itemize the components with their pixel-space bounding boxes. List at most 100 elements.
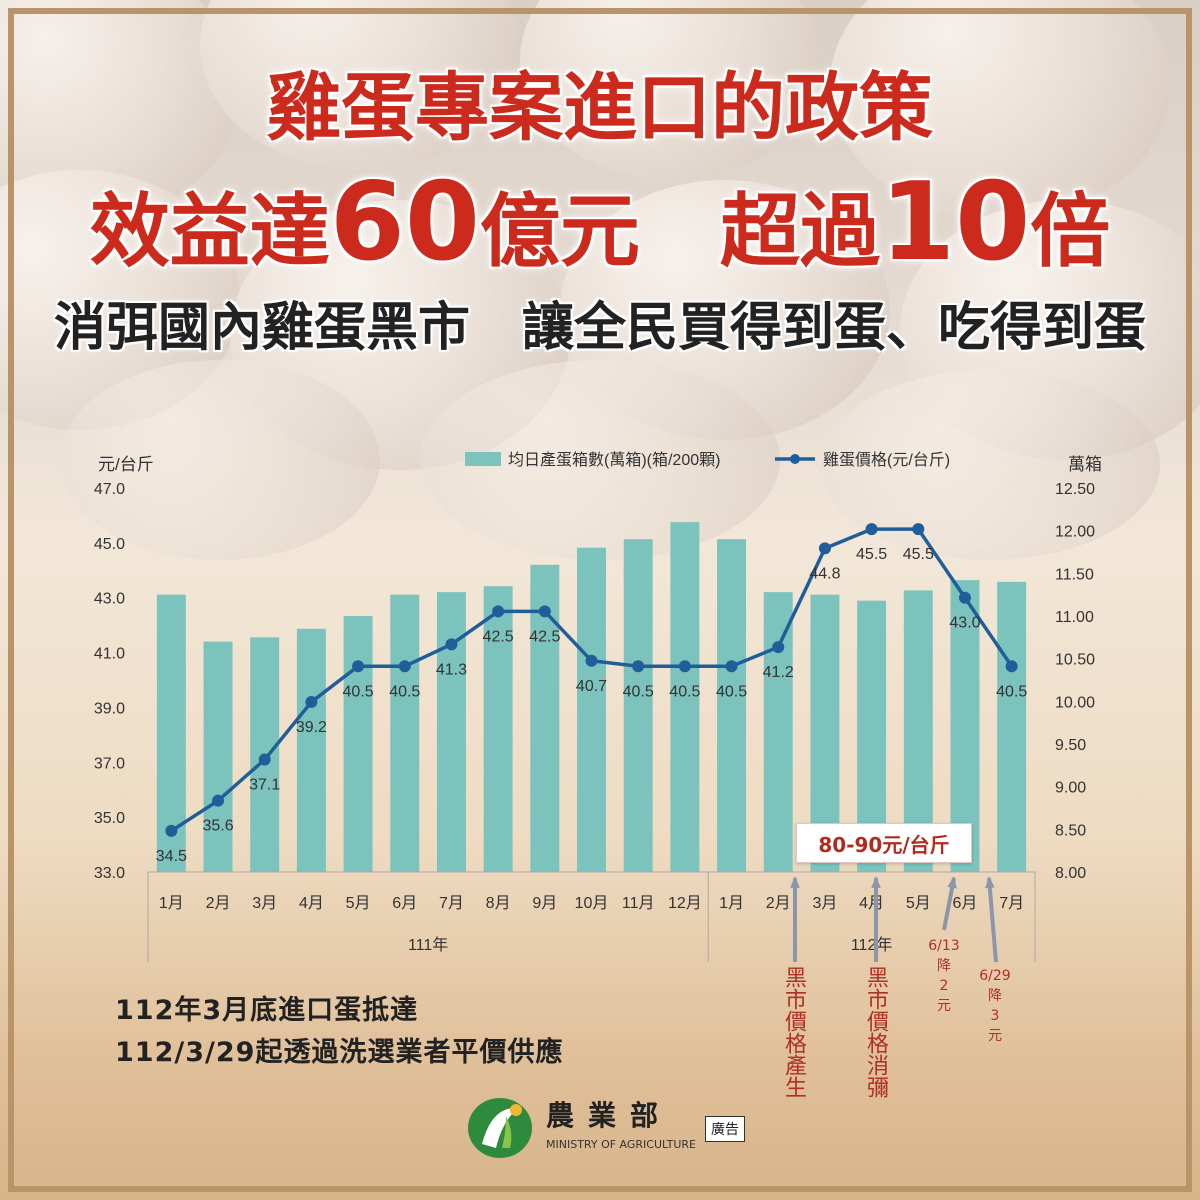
price-point-14: [772, 641, 785, 654]
price-point-12: [678, 660, 691, 673]
right-axis-tick: 8.50: [1055, 822, 1086, 839]
price-data-label: 40.5: [716, 683, 747, 700]
right-axis-tick: 11.00: [1055, 609, 1094, 626]
x-tick-label: 6月: [953, 895, 978, 912]
price-data-label: 42.5: [529, 628, 560, 645]
price-data-label: 45.5: [903, 546, 934, 563]
price-data-label: 45.5: [856, 546, 887, 563]
legend-bar-label: 均日產蛋箱數(萬箱)(箱/200顆): [508, 451, 720, 469]
x-tick-label: 2月: [206, 895, 231, 912]
headline-line1: 雞蛋專案進口的政策: [267, 65, 933, 151]
right-axis-tick: 12.50: [1055, 481, 1095, 498]
price-point-4: [305, 695, 318, 708]
price-point-11: [632, 660, 645, 673]
left-axis-tick: 45.0: [94, 536, 125, 553]
drop-1-unit: 元: [937, 998, 951, 1014]
price-data-label: 43.0: [949, 615, 980, 632]
x-tick-label: 9月: [532, 895, 557, 912]
arrow-drop-2: [987, 877, 998, 963]
price-data-label: 39.2: [296, 719, 327, 736]
price-point-15: [818, 542, 831, 555]
legend-line-label: 雞蛋價格(元/台斤): [823, 451, 950, 469]
arrow-drop-2-head: [985, 876, 995, 889]
price-data-label: 40.5: [623, 683, 654, 700]
advertisement-tag: 廣告: [705, 1116, 745, 1142]
legend-line-marker: [790, 454, 800, 464]
drop-1-date: 6/13: [928, 938, 960, 954]
left-axis-tick: 43.0: [94, 591, 125, 608]
legend-bar-swatch: [465, 452, 501, 466]
right-axis-unit: 萬箱: [1068, 455, 1102, 474]
price-point-6: [398, 660, 411, 673]
arrow-drop-1-head: [947, 876, 957, 889]
bar-8: [483, 586, 513, 872]
price-data-label: 40.5: [343, 683, 374, 700]
price-data-label: 35.6: [202, 818, 233, 835]
right-axis-tick: 10.00: [1055, 694, 1095, 711]
price-point-17: [912, 523, 925, 536]
drop-2-date: 6/29: [979, 968, 1011, 984]
note-import-arrival: 112年3月底進口蛋抵達: [115, 995, 419, 1026]
price-data-label: 40.5: [996, 683, 1027, 700]
year-group-label: 112年: [851, 936, 893, 954]
price-point-5: [352, 660, 365, 673]
bar-14: [763, 592, 793, 872]
x-tick-label: 1月: [719, 895, 744, 912]
drop-2-amount: 3: [990, 1008, 1000, 1024]
year-group-label: 111年: [408, 936, 448, 954]
bar-11: [623, 539, 653, 872]
price-point-10: [585, 654, 598, 667]
bar-5: [343, 616, 373, 872]
price-point-18: [958, 591, 971, 604]
drop-2-word: 降: [988, 988, 1002, 1004]
x-tick-label: 10月: [575, 895, 609, 912]
price-data-label: 44.8: [809, 565, 840, 582]
price-point-16: [865, 523, 878, 536]
x-tick-label: 8月: [486, 895, 511, 912]
x-tick-label: 6月: [392, 895, 417, 912]
price-data-label: 37.1: [249, 777, 280, 794]
drop-1-amount: 2: [939, 978, 949, 994]
x-tick-label: 1月: [159, 895, 184, 912]
bar-6: [390, 594, 420, 872]
left-axis-tick: 39.0: [94, 700, 125, 717]
bar-2: [203, 641, 233, 872]
right-axis-tick: 11.50: [1055, 566, 1094, 583]
right-axis-tick: 10.50: [1055, 652, 1095, 669]
moa-emblem-icon: [468, 1098, 532, 1158]
right-axis-tick: 12.00: [1055, 524, 1095, 541]
ministry-name-english: MINISTRY OF AGRICULTURE: [546, 1138, 696, 1151]
headline-line2: 效益達60億元 超過10倍: [0, 160, 1200, 285]
x-tick-label: 5月: [906, 895, 931, 912]
left-axis-tick: 47.0: [94, 481, 125, 498]
headline-line2-a: 效益達: [89, 185, 330, 278]
price-data-label: 34.5: [156, 848, 187, 865]
black-market-price-box: 80-90元/台斤: [796, 823, 972, 863]
price-point-8: [492, 605, 505, 618]
price-data-label: 40.5: [669, 683, 700, 700]
x-tick-label: 4月: [859, 895, 884, 912]
drop-1-word: 降: [937, 958, 951, 974]
price-data-label: 40.5: [389, 683, 420, 700]
bar-13: [717, 539, 747, 872]
headline-multiple: 10: [880, 160, 1031, 285]
ministry-logo: 農業部 MINISTRY OF AGRICULTURE 廣告: [462, 1092, 757, 1162]
egg-decoration: [60, 360, 380, 560]
price-data-label: 42.5: [483, 628, 514, 645]
price-point-3: [258, 753, 271, 766]
x-tick-label: 4月: [299, 895, 324, 912]
headline-line2-c: 億元 超過: [480, 185, 880, 278]
right-axis-tick: 9.00: [1055, 780, 1086, 797]
headline-line3: 消弭國內雞蛋黑市 讓全民買得到蛋、吃得到蛋: [53, 298, 1146, 358]
left-axis-tick: 33.0: [94, 865, 125, 882]
headline-amount: 60: [329, 160, 480, 285]
x-tick-label: 7月: [999, 895, 1024, 912]
headline-line2-e: 倍: [1030, 185, 1111, 278]
left-axis-tick: 41.0: [94, 646, 125, 663]
price-point-1: [165, 824, 178, 837]
annotation-drop-2: 6/29 降 3 元: [970, 966, 1020, 1046]
annotation-black-market-start: 黑市價格產生: [781, 966, 806, 1098]
arrow-black-market-start-head: [790, 876, 800, 888]
price-data-label: 41.3: [436, 661, 467, 678]
